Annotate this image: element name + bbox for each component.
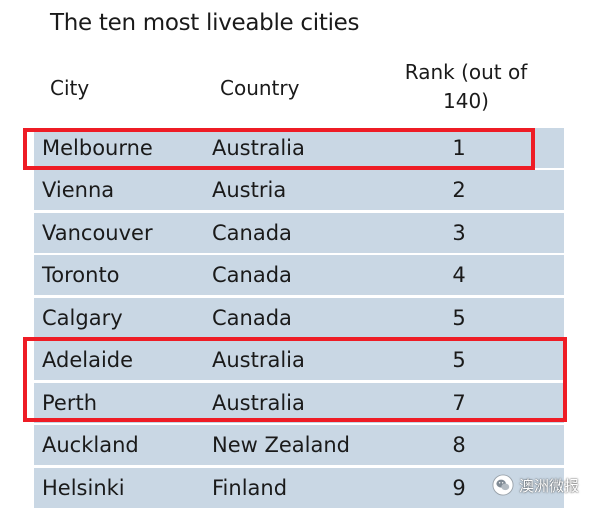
- highlight-box-melbourne: [23, 128, 535, 170]
- cell-country: Canada: [212, 221, 292, 245]
- cell-city: Auckland: [42, 433, 139, 457]
- table-row: Adelaide Australia 5: [34, 340, 564, 380]
- watermark: 澳洲微报: [492, 473, 579, 497]
- cell-rank: 3: [452, 221, 466, 245]
- page-title: The ten most liveable cities: [50, 10, 360, 36]
- cell-country: Canada: [212, 306, 292, 330]
- header-rank-line1: Rank (out of: [404, 60, 528, 84]
- table-row: Auckland New Zealand 8: [34, 425, 564, 465]
- cell-city: Vancouver: [42, 221, 153, 245]
- cell-city: Helsinki: [42, 476, 125, 500]
- cell-city: Toronto: [42, 263, 120, 287]
- cell-rank: 7: [452, 391, 466, 415]
- cell-city: Melbourne: [42, 136, 153, 160]
- table-row: Melbourne Australia 1: [34, 128, 564, 168]
- cell-rank: 5: [452, 348, 466, 372]
- table-row: Vancouver Canada 3: [34, 213, 564, 253]
- header-rank-line2: 140): [443, 89, 489, 113]
- cell-country: Australia: [212, 391, 305, 415]
- table-header: City Country Rank (out of 140): [0, 58, 601, 124]
- header-country: Country: [220, 76, 300, 100]
- cell-country: Australia: [212, 348, 305, 372]
- cell-city: Vienna: [42, 178, 115, 202]
- header-city: City: [50, 76, 90, 100]
- table-row: Calgary Canada 5: [34, 298, 564, 338]
- cell-country: Canada: [212, 263, 292, 287]
- cell-rank: 9: [452, 476, 466, 500]
- header-rank: Rank (out of 140): [396, 58, 536, 116]
- cell-rank: 2: [452, 178, 466, 202]
- cell-city: Adelaide: [42, 348, 134, 372]
- cell-country: Finland: [212, 476, 288, 500]
- highlight-box-adelaide-perth: [23, 337, 567, 422]
- table-row: Toronto Canada 4: [34, 255, 564, 295]
- cell-rank: 4: [452, 263, 466, 287]
- cell-country: New Zealand: [212, 433, 350, 457]
- watermark-text: 澳洲微报: [519, 476, 580, 495]
- cell-city: Perth: [42, 391, 98, 415]
- cell-rank: 1: [452, 136, 466, 160]
- table-row: Vienna Austria 2: [34, 170, 564, 210]
- wechat-logo-icon: [492, 474, 514, 496]
- cell-country: Australia: [212, 136, 305, 160]
- table-row: Perth Australia 7: [34, 383, 564, 423]
- table-row: Helsinki Finland 9: [34, 468, 564, 508]
- cell-rank: 5: [452, 306, 466, 330]
- cell-city: Calgary: [42, 306, 123, 330]
- cell-rank: 8: [452, 433, 466, 457]
- cell-country: Austria: [212, 178, 287, 202]
